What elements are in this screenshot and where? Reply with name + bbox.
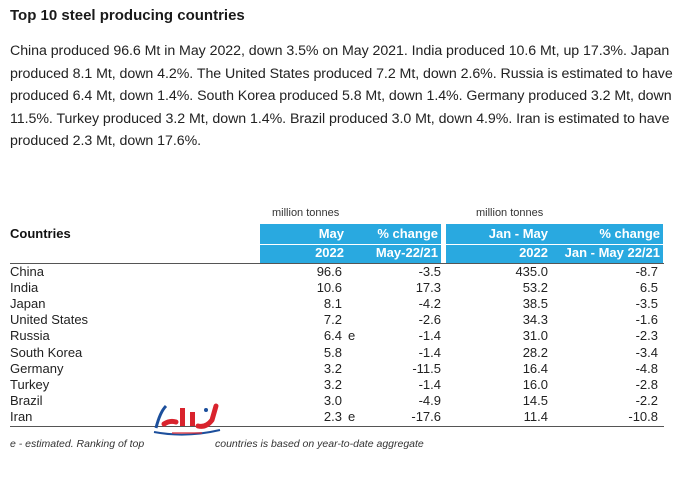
footnote: e - estimated. Ranking of top countries …: [10, 438, 424, 450]
watermark-logo-icon: [153, 403, 221, 436]
may-2022-cell: 3.2: [323, 360, 342, 376]
country-cell: Russia: [10, 328, 50, 344]
footnote-text: countries is based on year-to-date aggre…: [215, 438, 424, 450]
pct-change-jan-may-cell: -8.7: [635, 264, 658, 279]
country-cell: China: [10, 264, 44, 279]
header-line: % change: [377, 226, 438, 241]
country-cell: Japan: [10, 296, 46, 312]
units-label-jan-may: million tonnes: [476, 207, 544, 219]
may-2022-cell: 6.4: [323, 328, 342, 344]
jan-may-2022-cell: 11.4: [523, 408, 548, 424]
jan-may-2022-cell: 34.3: [522, 312, 548, 328]
pct-change-jan-may-cell: -1.6: [635, 312, 658, 328]
pct-change-may-cell: -4.2: [418, 296, 441, 312]
footnote-text: e - estimated. Ranking of top: [10, 438, 145, 450]
jan-may-2022-cell: 31.0: [522, 328, 548, 344]
header-divider: [446, 244, 663, 245]
pct-change-jan-may-cell: -2.3: [635, 328, 658, 344]
jan-may-2022-cell: 38.5: [522, 296, 548, 312]
estimate-marker: e: [348, 328, 356, 344]
may-2022-cell: 10.6: [316, 280, 342, 296]
countries-header: Countries: [10, 226, 71, 241]
country-cell: South Korea: [10, 344, 83, 360]
pct-change-may-cell: -1.4: [418, 344, 441, 360]
pct-change-jan-may-cell: -3.4: [635, 344, 658, 360]
country-cell: Iran: [10, 408, 33, 424]
may-2022-cell: 8.1: [323, 296, 342, 312]
header-line: May: [318, 226, 344, 241]
table-row: Iran 2.3 e -17.6 11.4 -10.8: [0, 409, 684, 425]
pct-change-may-cell: 17.3: [415, 280, 441, 296]
table-row: Brazil 3.0 -4.9 14.5 -2.2: [0, 393, 684, 409]
table-row: South Korea 5.8 -1.4 28.2 -3.4: [0, 345, 684, 361]
jan-may-2022-cell: 435.0: [515, 264, 548, 279]
pct-change-jan-may-cell: 6.5: [639, 280, 658, 296]
pct-change-may-cell: -3.5: [418, 264, 441, 279]
header-line: Jan - May: [488, 226, 548, 241]
country-cell: India: [10, 280, 39, 296]
pct-change-jan-may-cell: -4.8: [635, 360, 658, 376]
header-line: % change: [599, 226, 660, 241]
pct-change-may-cell: -2.6: [418, 312, 441, 328]
pct-change-may-cell: -1.4: [418, 376, 441, 392]
pct-change-jan-may-cell: -2.8: [635, 376, 658, 392]
header-line: Jan - May 22/21: [564, 245, 660, 260]
summary-paragraph: China produced 96.6 Mt in May 2022, down…: [10, 43, 673, 149]
may-2022-cell: 7.2: [323, 312, 342, 328]
may-2022-cell: 3.2: [323, 376, 342, 392]
table-row: Russia 6.4 e -1.4 31.0 -2.3: [0, 328, 684, 344]
table-row: Japan 8.1 -4.2 38.5 -3.5: [0, 296, 684, 312]
table-row: Germany 3.2 -11.5 16.4 -4.8: [0, 361, 684, 377]
country-cell: United States: [10, 312, 89, 328]
jan-may-2022-cell: 16.0: [522, 376, 548, 392]
pct-change-may-cell: -11.5: [412, 360, 441, 376]
table-bottom-rule: [10, 426, 664, 427]
table-row: Turkey 3.2 -1.4 16.0 -2.8: [0, 377, 684, 393]
header-line: 2022: [315, 245, 344, 260]
country-cell: Turkey: [10, 376, 50, 392]
jan-may-2022-cell: 28.2: [522, 344, 548, 360]
pct-change-may-cell: -4.9: [418, 392, 441, 408]
table-row: India 10.6 17.3 53.2 6.5: [0, 280, 684, 296]
jan-may-2022-cell: 53.2: [522, 280, 548, 296]
may-2022-cell: 2.3: [323, 408, 342, 424]
country-cell: Brazil: [10, 392, 43, 408]
pct-change-may-cell: -17.6: [411, 408, 441, 424]
header-line: May-22/21: [375, 245, 438, 260]
may-2022-cell: 5.8: [323, 344, 342, 360]
jan-may-2022-cell: 16.4: [522, 360, 548, 376]
table-top-rule: [10, 263, 664, 264]
header-divider: [260, 244, 441, 245]
pct-change-may-cell: -1.4: [418, 328, 441, 344]
may-2022-cell: 96.6: [316, 264, 342, 279]
estimate-marker: e: [348, 408, 356, 424]
may-2022-cell: 3.0: [323, 392, 342, 408]
header-line: 2022: [519, 245, 548, 260]
pct-change-jan-may-cell: -10.8: [628, 408, 658, 424]
pct-change-jan-may-cell: -3.5: [635, 296, 658, 312]
pct-change-jan-may-cell: -2.2: [635, 392, 658, 408]
table-row: China 96.6 -3.5 435.0 -8.7: [0, 264, 684, 280]
units-label-may: million tonnes: [272, 207, 340, 219]
jan-may-2022-cell: 14.5: [522, 392, 548, 408]
page-title: Top 10 steel producing countries: [10, 7, 245, 24]
country-cell: Germany: [10, 360, 64, 376]
table-row: United States 7.2 -2.6 34.3 -1.6: [0, 312, 684, 328]
